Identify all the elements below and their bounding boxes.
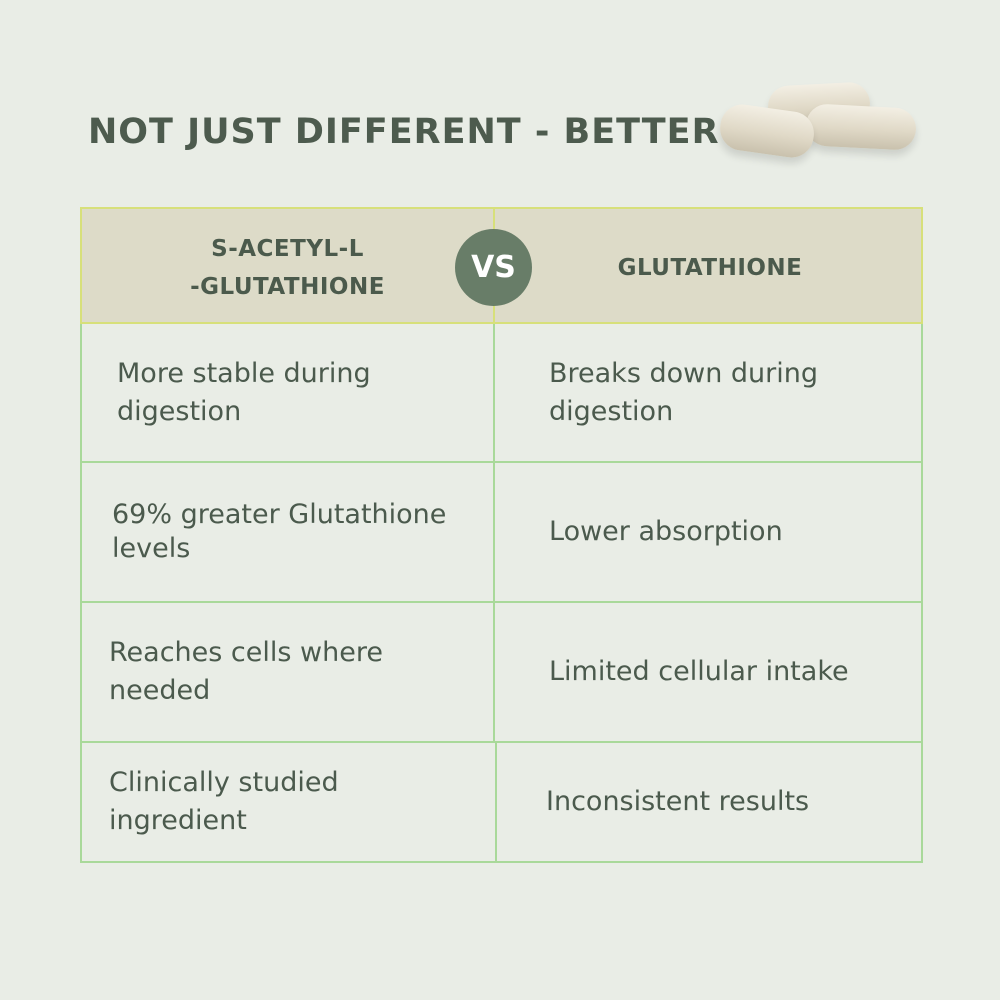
table-row: Clinically studied ingredient Inconsiste… bbox=[80, 743, 923, 863]
left-cell: More stable during digestion bbox=[117, 357, 371, 427]
divider bbox=[493, 603, 495, 741]
right-cell: Breaks down during digestion bbox=[549, 357, 819, 427]
left-header-line: -GLUTATHIONE bbox=[190, 273, 385, 300]
right-header: GLUTATHIONE bbox=[617, 254, 803, 281]
right-cell: Limited cellular intake bbox=[549, 656, 849, 687]
left-cell: 69% greater Glutathione levels bbox=[112, 499, 447, 564]
right-cell: Lower absorption bbox=[549, 516, 783, 547]
vs-badge: VS bbox=[455, 229, 532, 306]
left-header-line: S-ACETYL-L bbox=[211, 235, 364, 262]
table-row: More stable during digestion Breaks down… bbox=[80, 324, 923, 463]
left-cell: Clinically studied ingredient bbox=[109, 767, 339, 836]
page-title: NOT JUST DIFFERENT - BETTER bbox=[88, 112, 720, 152]
right-cell: Inconsistent results bbox=[546, 786, 810, 817]
left-cell: Reaches cells where needed bbox=[109, 637, 383, 706]
left-header: S-ACETYL-L -GLUTATHIONE bbox=[82, 209, 493, 326]
divider bbox=[493, 324, 495, 461]
divider bbox=[495, 743, 497, 861]
divider bbox=[493, 463, 495, 601]
table-row: Reaches cells where needed Limited cellu… bbox=[80, 603, 923, 743]
table-row: 69% greater Glutathione levels Lower abs… bbox=[80, 463, 923, 603]
table-header: S-ACETYL-L -GLUTATHIONE GLUTATHIONE VS bbox=[80, 207, 923, 326]
